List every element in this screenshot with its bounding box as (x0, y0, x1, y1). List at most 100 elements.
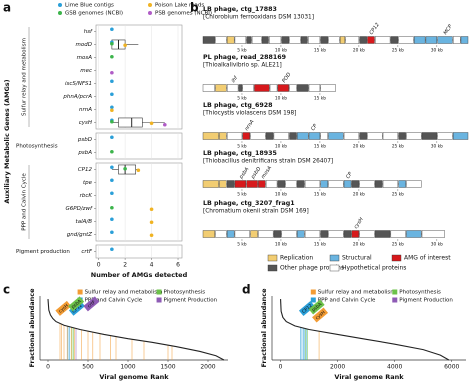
legend-label: Hypothetical proteins (342, 265, 406, 272)
category-label: hsf (84, 29, 93, 35)
gene (359, 132, 367, 140)
category-label: CP12 (78, 167, 93, 173)
gene (251, 36, 262, 44)
gene (308, 132, 321, 140)
gene (289, 36, 301, 44)
gene (202, 230, 215, 238)
scale-label: 15 kb (314, 96, 326, 102)
genome-host: [Thiocystis violascens DSM 198] (203, 111, 296, 117)
amg-label-box (55, 300, 72, 316)
gene (304, 230, 321, 238)
gene-label: ihf (231, 74, 240, 84)
gene (406, 132, 422, 140)
scale-label: 20 kb (353, 242, 365, 248)
genome-title: LB phage, ctg_6928 (203, 102, 273, 109)
gene (367, 36, 375, 44)
scale-label: 30 kb (431, 144, 443, 150)
gene (359, 180, 375, 188)
gene (320, 180, 328, 188)
scale-label: 20 kb (353, 48, 365, 54)
point (110, 217, 114, 222)
gene (254, 84, 270, 92)
legend-label: PPP and Calvin Cycle (85, 298, 143, 304)
point (110, 108, 114, 113)
x-tick-label: 0 (97, 262, 101, 269)
amg-label-text: crtF (86, 299, 97, 309)
legend-swatch (392, 297, 398, 303)
gene (398, 180, 406, 188)
gene (219, 132, 227, 140)
genome-host: [Thioalkalivibrio sp. ALE21] (203, 63, 282, 69)
scale-label: 15 kb (314, 144, 326, 150)
category-label: psbD (77, 137, 92, 143)
gene (320, 132, 328, 140)
category-label: phnA/pcrA (62, 94, 92, 100)
x-axis-title: Viral genome Rank (99, 373, 169, 381)
scale-label: 30 kb (431, 242, 443, 248)
point (123, 166, 127, 171)
gene (425, 36, 438, 44)
gene (297, 180, 305, 188)
category-label: iscS/NFS1 (65, 81, 92, 87)
gene (414, 36, 426, 44)
legend-swatch (329, 264, 340, 272)
scale-label: 5 kb (237, 96, 247, 102)
legend-marker (148, 11, 152, 15)
genome-title: PL phage, read_288169 (203, 54, 286, 61)
point (110, 247, 114, 252)
legend-label: Poison Lake reads (155, 3, 204, 9)
gene (359, 230, 375, 238)
gene (289, 132, 297, 140)
gene (219, 180, 227, 188)
genome-title: LB phage, ctg_17883 (203, 6, 277, 13)
point (149, 233, 154, 238)
panel-letter: c (3, 283, 10, 297)
gene-label: CP (345, 171, 354, 180)
gene (202, 180, 219, 188)
gene-label: CP (310, 123, 319, 132)
abundance-curve (47, 299, 225, 361)
point (110, 105, 114, 110)
gene (343, 132, 360, 140)
gene (202, 84, 215, 92)
gene (202, 132, 219, 140)
gene (382, 180, 399, 188)
gene (242, 132, 250, 140)
panel-letter: d (242, 283, 251, 297)
legend-label: Replication (280, 255, 313, 262)
scale-label: 25 kb (392, 48, 404, 54)
gene (359, 36, 367, 44)
gene (258, 230, 274, 238)
legend-swatch (77, 289, 83, 295)
gene (246, 36, 252, 44)
gene-label: CP12 (369, 22, 381, 36)
gene (273, 230, 282, 238)
gene (328, 180, 344, 188)
gene (269, 84, 278, 92)
legend-marker (58, 3, 62, 7)
y-axis-title: Fractional abundance (28, 288, 36, 368)
gene (250, 230, 258, 238)
x-tick-label: 0 (279, 364, 283, 371)
gene (281, 36, 289, 44)
gene (258, 180, 266, 188)
point (110, 54, 114, 59)
abundance-curve (280, 299, 450, 361)
gene-label: psbD (249, 166, 262, 181)
legend-marker (58, 11, 62, 15)
gene-label: psbA (238, 166, 251, 181)
scale-label: 20 kb (353, 144, 365, 150)
legend-swatch (391, 254, 402, 262)
facet-panel (95, 162, 183, 242)
point (110, 149, 114, 154)
gene (226, 180, 235, 188)
gene (437, 36, 453, 44)
legend-swatch (310, 289, 316, 295)
scale-label: 10 kb (275, 96, 287, 102)
point (110, 27, 114, 32)
gene (265, 132, 274, 140)
gene (273, 132, 289, 140)
scale-label: 30 kb (431, 48, 443, 54)
gene (308, 36, 321, 44)
gene (246, 180, 258, 188)
